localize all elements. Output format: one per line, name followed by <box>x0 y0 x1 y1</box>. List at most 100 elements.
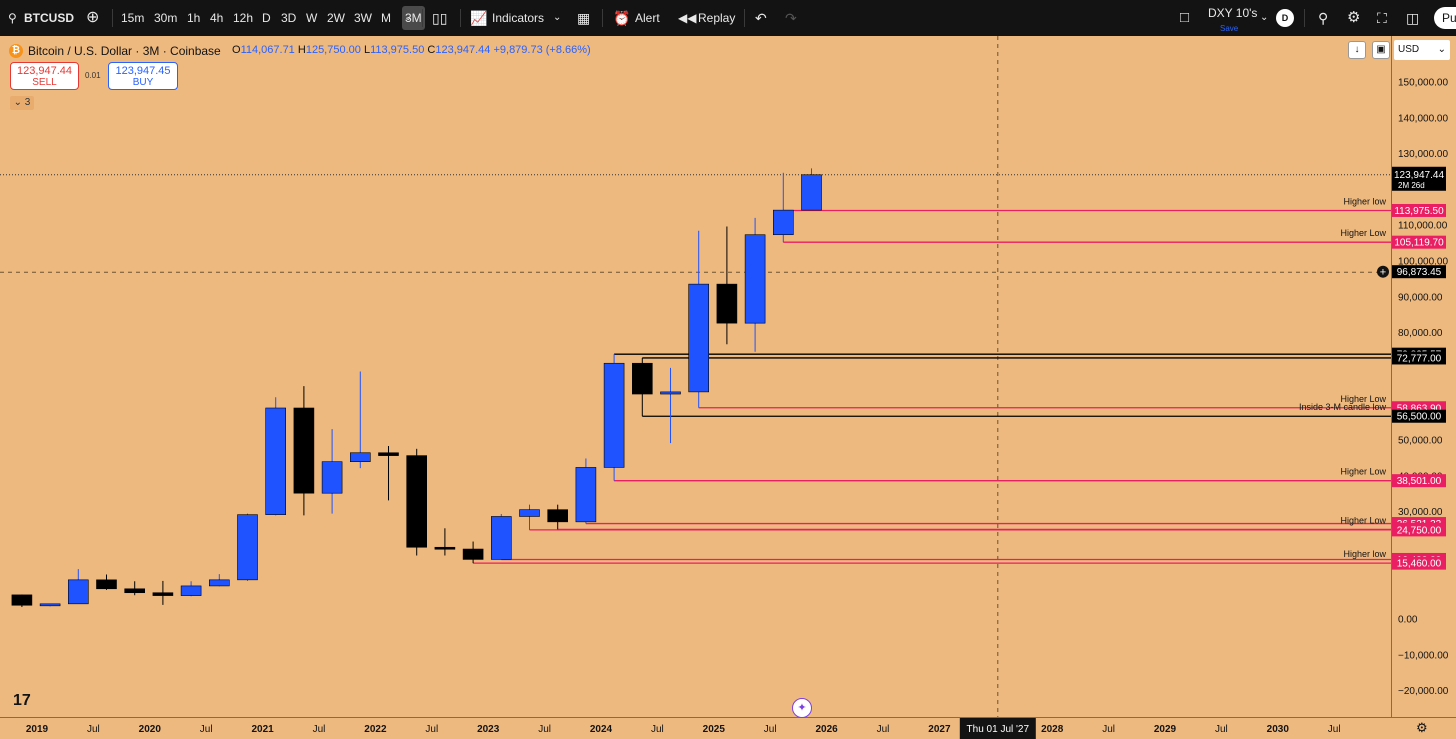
layout-name[interactable]: DXY 10's Save <box>1208 0 1257 36</box>
level-price-label: 15,460.00 <box>1397 559 1442 570</box>
level-price-label-bg <box>1392 235 1446 249</box>
price-tick-label: 0.00 <box>1398 615 1418 626</box>
time-tick-label: Jul <box>200 724 213 735</box>
candle-type-icon[interactable]: ▯▯ <box>432 10 448 26</box>
templates-icon[interactable]: ▦ <box>577 10 591 26</box>
timeframe-3d[interactable]: 3D <box>281 11 297 25</box>
camera-icon[interactable]: ◫ <box>1406 10 1420 26</box>
undo-icon[interactable]: ↶ <box>755 10 767 26</box>
chevron-down-icon[interactable]: ⌄ <box>1260 12 1269 23</box>
timeframe-1h[interactable]: 1h <box>187 11 201 25</box>
currency-select[interactable]: USD ⌄ <box>1394 40 1450 60</box>
candle <box>378 445 399 501</box>
alert-icon[interactable]: ⏰ <box>613 10 631 26</box>
indicators-button[interactable]: Indicators <box>492 11 545 25</box>
candle-body <box>265 407 287 515</box>
add-symbol-icon[interactable]: ⊕ <box>86 9 100 26</box>
candle-body <box>349 452 371 462</box>
candle <box>321 429 343 514</box>
crosshair-price-label-bg <box>1392 265 1446 279</box>
candle <box>631 357 653 417</box>
level-price-label-bg <box>1392 203 1446 217</box>
search-icon[interactable]: ⚲ <box>8 11 17 25</box>
replay-icon[interactable]: ◀◀ <box>678 11 697 25</box>
replay-button[interactable]: Replay <box>698 11 736 25</box>
level-annotation: Higher Low <box>1340 467 1386 477</box>
candle <box>716 226 738 345</box>
time-tick-label: 2028 <box>1041 724 1064 735</box>
candle <box>575 458 597 524</box>
timeframe-w[interactable]: W <box>306 11 318 25</box>
timeframe-12h[interactable]: 12h <box>233 11 254 25</box>
timeframe-3m[interactable]: 3M <box>402 6 425 30</box>
timeframe-m[interactable]: M <box>381 11 391 25</box>
candle-body <box>321 461 343 494</box>
timeframe-d[interactable]: D <box>262 11 271 25</box>
time-tick-label: 2027 <box>928 724 951 735</box>
timeframe-15m[interactable]: 15m <box>121 11 145 25</box>
assistant-icon[interactable]: ✦ <box>792 698 812 718</box>
level-price-label: 105,119.70 <box>1394 238 1444 249</box>
candle-body <box>209 579 230 587</box>
indicator-count: 3 <box>24 97 31 108</box>
chevron-down-icon[interactable]: ⌄ <box>404 12 413 23</box>
last-price-label-bg <box>1392 166 1446 191</box>
candle <box>68 569 89 605</box>
tradingview-logo: 17 <box>13 692 31 709</box>
quick-search-icon[interactable]: ⚲ <box>1318 10 1329 26</box>
horizontal-levels <box>0 36 1391 717</box>
candle <box>96 574 117 590</box>
download-icon[interactable]: ↓ <box>1348 41 1366 59</box>
timeframe-2w[interactable]: 2W <box>327 11 345 25</box>
candle <box>237 513 258 581</box>
publish-button[interactable]: Pu <box>1434 7 1456 29</box>
candles <box>11 168 822 608</box>
ohlc-values: O114,067.71 H125,750.00 L113,975.50 C123… <box>232 44 591 56</box>
candle <box>547 504 569 530</box>
time-axis[interactable]: 2019 Jul 2020 Jul 2021 Jul 2022 Jul 2023 Jul 2024 J… <box>26 718 1341 739</box>
candle-body <box>124 588 145 594</box>
user-avatar[interactable]: D <box>1276 9 1294 27</box>
fullscreen-icon[interactable]: ⛶ <box>1377 10 1387 26</box>
timeframe-3w[interactable]: 3W <box>354 11 372 25</box>
redo-icon[interactable]: ↷ <box>785 10 797 26</box>
layout-save-label: Save <box>1220 24 1239 33</box>
candle-body <box>744 234 766 324</box>
time-tick-label: 2025 <box>703 724 726 735</box>
layout-square-icon[interactable]: □ <box>1180 9 1190 26</box>
time-tick-label: Jul <box>425 724 438 735</box>
symbol-search[interactable]: BTCUSD <box>24 11 74 25</box>
close-label: C <box>427 44 436 56</box>
candle <box>180 581 202 597</box>
screen-mode-icon[interactable]: ▣ <box>1372 41 1390 59</box>
symbol-title[interactable]: Bitcoin / U.S. Dollar · 3M · Coinbase <box>28 44 221 58</box>
sell-button[interactable]: 123,947.44 SELL <box>10 62 79 90</box>
settings-icon[interactable]: ⚙ <box>1347 9 1361 26</box>
chevron-down-icon[interactable]: ⌄ <box>553 12 562 23</box>
axis-settings-icon[interactable]: ⚙ <box>1416 720 1428 735</box>
level-price-label: 58,863.90 <box>1397 403 1442 414</box>
divider <box>112 9 113 27</box>
divider <box>460 9 461 27</box>
candle-body <box>434 546 456 550</box>
buy-button[interactable]: 123,947.45 BUY <box>108 62 178 90</box>
time-tick-label: 2029 <box>1154 724 1177 735</box>
level-price-label-bg <box>1392 351 1446 365</box>
alert-button[interactable]: Alert <box>635 11 660 25</box>
open-label: O <box>232 44 241 56</box>
chevron-down-icon: ⌄ <box>1437 44 1446 55</box>
indicators-icon[interactable]: 📈 <box>470 10 488 26</box>
candle <box>406 448 428 556</box>
candle-body <box>180 585 202 596</box>
candle <box>801 168 822 211</box>
candle-body <box>39 603 61 607</box>
timeframe-30m[interactable]: 30m <box>154 11 178 25</box>
price-tick-label: 30,000.00 <box>1398 507 1443 518</box>
indicators-collapse-button[interactable]: ⌄ 3 <box>10 96 34 110</box>
time-tick-label: Jul <box>877 724 890 735</box>
candle <box>603 354 625 481</box>
timeframe-4h[interactable]: 4h <box>210 11 224 25</box>
candle <box>434 528 456 556</box>
